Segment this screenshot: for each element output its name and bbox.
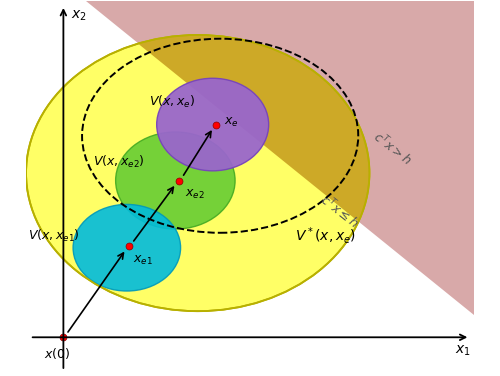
Text: $x_{e1}$: $x_{e1}$ — [133, 254, 152, 267]
Polygon shape — [138, 35, 370, 221]
Text: $V(x,x_{e2})$: $V(x,x_{e2})$ — [93, 154, 145, 170]
Ellipse shape — [156, 78, 268, 171]
Text: $x_e$: $x_e$ — [224, 115, 238, 129]
Text: $c^Tx>h$: $c^Tx>h$ — [370, 128, 415, 168]
Ellipse shape — [26, 35, 370, 311]
Text: $x_2$: $x_2$ — [71, 9, 86, 23]
Text: $V(x,x_e)$: $V(x,x_e)$ — [149, 94, 196, 110]
Polygon shape — [86, 2, 474, 374]
Ellipse shape — [73, 205, 180, 291]
Text: $x(0)$: $x(0)$ — [44, 346, 70, 361]
Text: $V^*(x,x_e)$: $V^*(x,x_e)$ — [295, 224, 356, 246]
Text: $c^Tx\leq h$: $c^Tx\leq h$ — [317, 191, 363, 232]
Ellipse shape — [116, 132, 235, 229]
Text: $x_1$: $x_1$ — [455, 344, 470, 358]
Text: $x_{e2}$: $x_{e2}$ — [185, 188, 205, 201]
Text: $V(x,x_{e1})$: $V(x,x_{e1})$ — [28, 228, 80, 244]
